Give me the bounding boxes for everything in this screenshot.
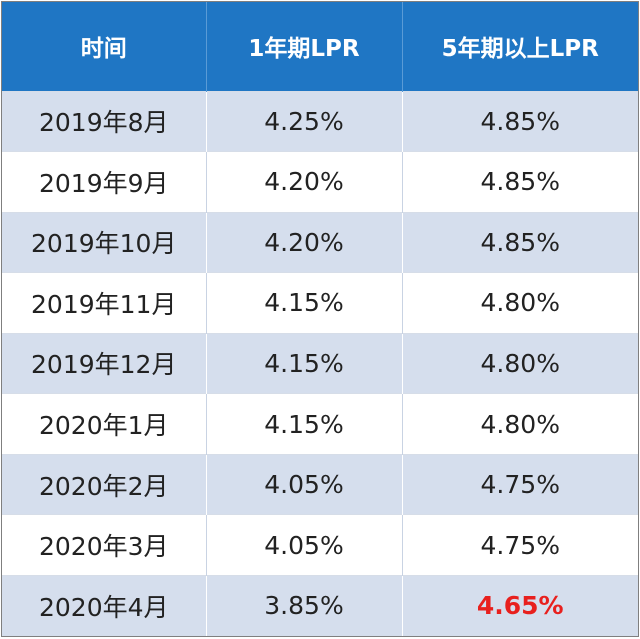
- table-header-row: 时间 1年期LPR 5年期以上LPR: [2, 2, 638, 91]
- cell-time: 2020年4月: [2, 574, 206, 636]
- cell-lpr-5-year: 4.75%: [401, 514, 638, 576]
- table-row: 2020年1月 4.15% 4.80%: [2, 393, 638, 455]
- cell-time: 2020年1月: [2, 393, 206, 455]
- table-row: 2019年8月 4.25% 4.85%: [2, 90, 638, 152]
- cell-lpr-5-year: 4.85%: [401, 90, 638, 152]
- header-lpr-5-year: 5年期以上LPR: [401, 2, 638, 91]
- cell-lpr-5-year: 4.85%: [401, 151, 638, 213]
- table-row: 2019年11月 4.15% 4.80%: [2, 272, 638, 334]
- cell-time: 2019年8月: [2, 90, 206, 152]
- header-time: 时间: [2, 2, 206, 91]
- cell-time: 2020年3月: [2, 514, 206, 576]
- cell-time: 2019年11月: [2, 272, 206, 334]
- cell-time: 2019年12月: [2, 332, 206, 394]
- cell-lpr-5-year: 4.80%: [401, 272, 638, 334]
- cell-lpr-1-year: 4.25%: [205, 90, 402, 152]
- cell-time: 2020年2月: [2, 453, 206, 515]
- cell-lpr-5-year-highlighted: 4.65%: [401, 574, 638, 636]
- cell-time: 2019年10月: [2, 211, 206, 273]
- table-row: 2020年4月 3.85% 4.65%: [2, 574, 638, 636]
- table-row: 2020年2月 4.05% 4.75%: [2, 453, 638, 515]
- cell-lpr-5-year: 4.80%: [401, 393, 638, 455]
- cell-lpr-1-year: 4.05%: [205, 453, 402, 515]
- cell-lpr-1-year: 4.05%: [205, 514, 402, 576]
- cell-lpr-1-year: 4.15%: [205, 272, 402, 334]
- cell-lpr-5-year: 4.75%: [401, 453, 638, 515]
- cell-lpr-1-year: 4.20%: [205, 211, 402, 273]
- table-row: 2019年9月 4.20% 4.85%: [2, 151, 638, 213]
- header-lpr-1-year: 1年期LPR: [205, 2, 402, 91]
- cell-lpr-1-year: 3.85%: [205, 574, 402, 636]
- table-row: 2019年10月 4.20% 4.85%: [2, 211, 638, 273]
- table-row: 2020年3月 4.05% 4.75%: [2, 514, 638, 576]
- table-row: 2019年12月 4.15% 4.80%: [2, 332, 638, 394]
- cell-lpr-1-year: 4.15%: [205, 393, 402, 455]
- cell-lpr-5-year: 4.80%: [401, 332, 638, 394]
- cell-lpr-1-year: 4.15%: [205, 332, 402, 394]
- cell-time: 2019年9月: [2, 151, 206, 213]
- cell-lpr-1-year: 4.20%: [205, 151, 402, 213]
- cell-lpr-5-year: 4.85%: [401, 211, 638, 273]
